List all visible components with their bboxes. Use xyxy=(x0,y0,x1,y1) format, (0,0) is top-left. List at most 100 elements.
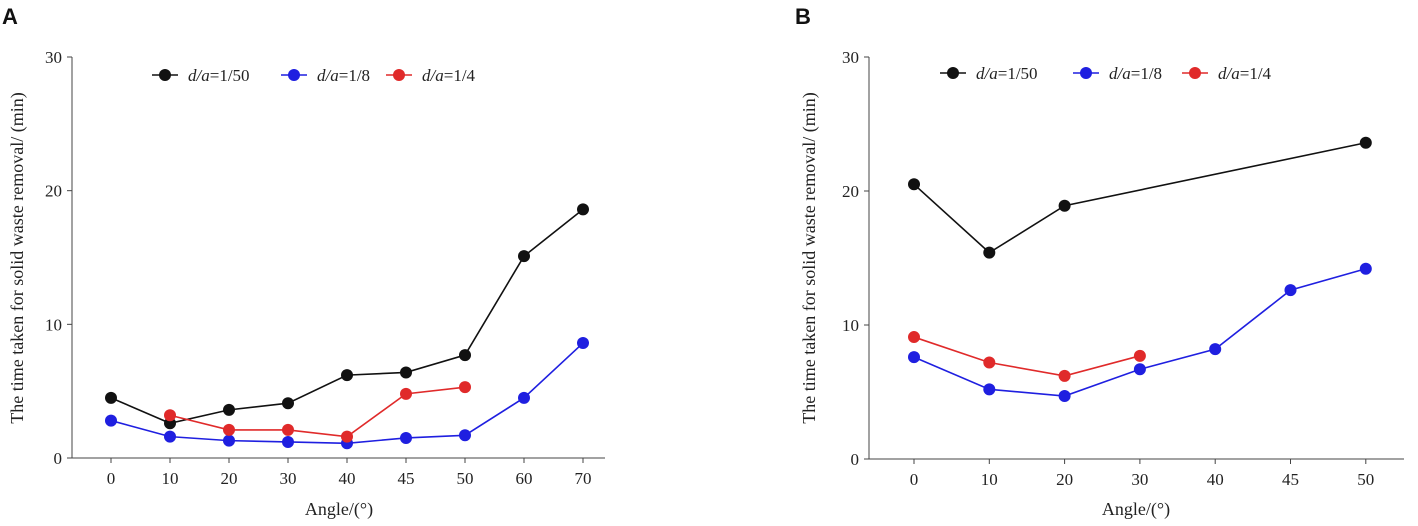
x-tick-label: 0 xyxy=(910,470,919,489)
x-tick-label: 10 xyxy=(981,470,998,489)
x-tick-label: 70 xyxy=(575,469,592,488)
legend-b: d/a=1/50 d/a=1/8 d/a=1/4 xyxy=(940,64,1272,83)
data-point xyxy=(1058,369,1071,382)
data-point xyxy=(282,435,294,448)
legend-item-2: d/a=1/8 xyxy=(281,66,370,85)
series-group-a xyxy=(105,203,589,450)
x-axis-title-b: Angle/(°) xyxy=(1102,499,1170,520)
x-axis-title-a: Angle/(°) xyxy=(305,499,373,520)
x-tick-label: 40 xyxy=(1207,470,1224,489)
data-point xyxy=(577,337,589,350)
legend-label: d/a=1/50 xyxy=(188,66,250,85)
y-ticks-b: 0 10 20 30 xyxy=(842,48,869,469)
y-ticks-a: 0 10 20 30 xyxy=(45,48,72,468)
data-point xyxy=(223,423,235,436)
legend-marker xyxy=(393,69,405,81)
data-point xyxy=(983,246,996,259)
series-line-2 xyxy=(110,342,584,445)
data-point xyxy=(164,409,176,422)
data-point xyxy=(908,351,920,364)
data-point xyxy=(459,429,471,442)
data-point xyxy=(983,383,996,396)
legend-marker xyxy=(1080,67,1092,79)
data-point xyxy=(1058,390,1071,403)
legend-label: d/a=1/50 xyxy=(976,64,1038,83)
x-tick-label: 50 xyxy=(457,469,474,488)
series-group-b xyxy=(908,136,1372,403)
legend-label: d/a=1/8 xyxy=(317,66,370,85)
legend-item-3: d/a=1/4 xyxy=(386,66,476,85)
legend-item-1: d/a=1/50 xyxy=(152,66,250,85)
data-point xyxy=(518,391,530,404)
x-tick-label: 10 xyxy=(162,469,179,488)
x-tick-label: 0 xyxy=(107,469,116,488)
y-axis-title-b: The time taken for solid waste removal/ … xyxy=(799,92,820,423)
data-point xyxy=(1284,284,1297,297)
y-tick-label: 10 xyxy=(842,316,859,335)
legend-label: d/a=1/4 xyxy=(422,66,476,85)
data-point xyxy=(164,430,176,443)
series-line-3 xyxy=(169,386,466,438)
x-tick-label: 40 xyxy=(339,469,356,488)
data-point xyxy=(908,178,920,191)
data-point xyxy=(400,431,412,444)
y-axis-title-a: The time taken for solid waste removal/ … xyxy=(7,92,28,423)
data-point xyxy=(518,250,530,263)
data-point xyxy=(400,387,412,400)
data-point xyxy=(341,430,353,443)
y-tick-label: 10 xyxy=(45,315,62,334)
data-point xyxy=(1359,262,1372,275)
panel-label-b: B xyxy=(795,4,811,29)
x-ticks-a: 0 10 20 30 40 45 50 60 70 xyxy=(107,458,592,488)
data-point xyxy=(282,397,294,410)
legend-item-3: d/a=1/4 xyxy=(1182,64,1272,83)
data-point xyxy=(341,369,353,382)
data-point xyxy=(577,203,589,216)
data-point xyxy=(105,391,117,404)
y-tick-label: 20 xyxy=(45,182,62,201)
data-point xyxy=(223,403,235,416)
legend-item-1: d/a=1/50 xyxy=(940,64,1038,83)
chart-panel-b: B 0 10 20 30 0 10 20 30 40 45 50 Angle/(°) The ti… xyxy=(795,4,1404,520)
x-tick-label: 50 xyxy=(1357,470,1374,489)
data-point xyxy=(1133,363,1146,376)
legend-marker xyxy=(159,69,171,81)
series-line-3 xyxy=(913,336,1141,377)
x-tick-label: 20 xyxy=(1056,470,1073,489)
data-point xyxy=(459,349,471,362)
data-point xyxy=(908,331,920,344)
data-point xyxy=(282,423,294,436)
legend-marker xyxy=(947,67,959,79)
x-ticks-b: 0 10 20 30 40 45 50 xyxy=(910,459,1374,489)
x-tick-label: 45 xyxy=(398,469,415,488)
y-tick-label: 30 xyxy=(45,48,62,67)
x-tick-label: 60 xyxy=(516,469,533,488)
data-point xyxy=(983,356,996,369)
series-line-1 xyxy=(110,208,584,425)
y-tick-label: 30 xyxy=(842,48,859,67)
legend-marker xyxy=(288,69,300,81)
data-point xyxy=(1209,343,1222,356)
legend-label: d/a=1/4 xyxy=(1218,64,1272,83)
data-point xyxy=(459,381,471,394)
data-point xyxy=(1133,349,1146,362)
data-point xyxy=(223,434,235,447)
data-point xyxy=(400,366,412,379)
x-tick-label: 30 xyxy=(280,469,297,488)
legend-item-2: d/a=1/8 xyxy=(1073,64,1162,83)
y-tick-label: 0 xyxy=(54,449,63,468)
y-tick-label: 20 xyxy=(842,182,859,201)
x-tick-label: 45 xyxy=(1282,470,1299,489)
chart-panel-a: A 0 10 20 30 0 10 20 30 40 45 50 60 70 Angle/(°) Th… xyxy=(2,4,605,520)
y-tick-label: 0 xyxy=(851,450,860,469)
data-point xyxy=(105,414,117,427)
x-tick-label: 30 xyxy=(1131,470,1148,489)
legend-marker xyxy=(1189,67,1201,79)
series-line-2 xyxy=(913,267,1367,397)
panel-label-a: A xyxy=(2,4,18,29)
data-point xyxy=(1359,136,1372,149)
series-line-1 xyxy=(913,141,1366,254)
legend-label: d/a=1/8 xyxy=(1109,64,1162,83)
data-point xyxy=(1058,199,1071,212)
